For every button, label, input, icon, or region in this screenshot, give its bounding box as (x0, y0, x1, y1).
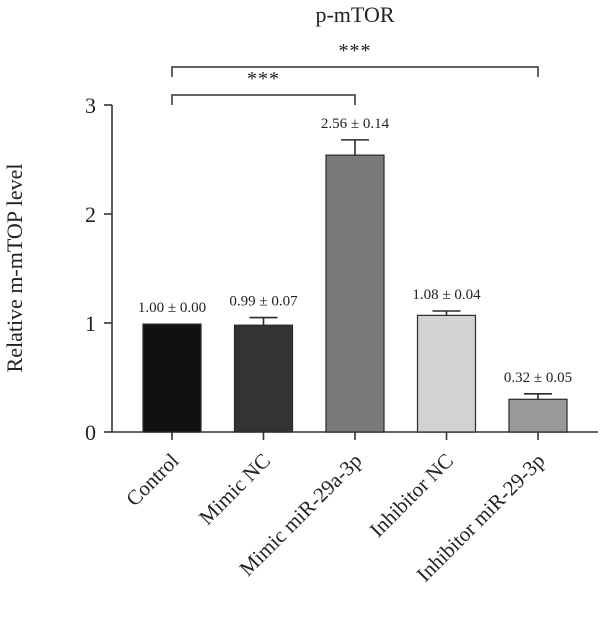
y-tick-label: 1 (85, 311, 96, 336)
data-labels: 1.00 ± 0.00 0.99 ± 0.07 2.56 ± 0.14 1.08 ± … (138, 116, 572, 386)
significance-bracket (171, 66, 539, 77)
data-label: 0.32 ± 0.05 (504, 370, 572, 386)
category-label: Mimic NC (194, 449, 275, 530)
y-tick-label: 2 (85, 202, 96, 227)
data-label: 1.08 ± 0.04 (412, 287, 481, 303)
chart-title: p-mTOR (315, 2, 394, 27)
category-label: Inhibitor NC (365, 449, 458, 542)
category-label: Control (121, 448, 183, 510)
bar (325, 154, 385, 433)
bar (233, 324, 294, 433)
y-tick-label: 0 (85, 420, 96, 445)
significance-bracket (171, 94, 356, 105)
bar (142, 323, 202, 433)
data-label: 1.00 ± 0.00 (138, 300, 206, 316)
data-label: 2.56 ± 0.14 (321, 116, 390, 132)
significance-label: *** (339, 40, 372, 62)
significance-label: *** (247, 68, 280, 90)
significance-brackets: *** *** (171, 40, 539, 105)
y-tick-label: 3 (85, 93, 96, 118)
y-axis-label: Relative m-mTOP level (2, 164, 27, 373)
bars (142, 154, 568, 433)
bar (416, 314, 477, 433)
bar (508, 398, 568, 433)
error-bars (249, 139, 552, 400)
data-label: 0.99 ± 0.07 (229, 294, 298, 310)
